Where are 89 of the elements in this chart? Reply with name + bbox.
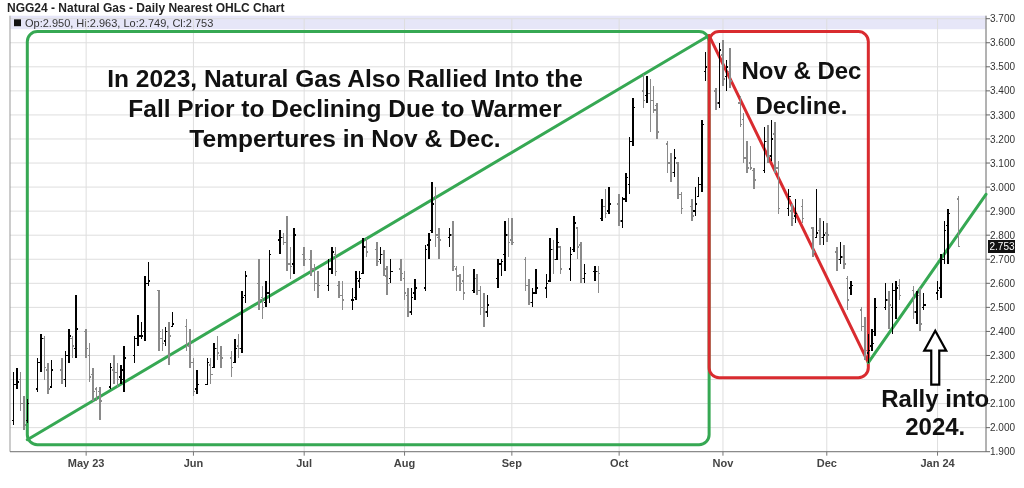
- candlestick: [689, 198, 695, 222]
- candlestick: [765, 123, 771, 164]
- candlestick: [789, 203, 795, 227]
- candlestick: [267, 248, 273, 304]
- candlestick: [121, 345, 127, 393]
- candlestick: [509, 217, 515, 246]
- annotation: 2.753: [989, 241, 1015, 253]
- candlestick: [166, 321, 172, 366]
- candlestick: [204, 357, 210, 386]
- y-tick-label: 2.800: [990, 229, 1016, 241]
- y-tick-label: 2.300: [990, 350, 1016, 362]
- y-tick-label: 3.200: [990, 133, 1016, 145]
- y-tick-label: 2.500: [990, 301, 1016, 313]
- x-tick-label: Jul: [296, 456, 313, 469]
- y-tick-label: 3.600: [990, 37, 1016, 49]
- x-tick-label: Sep: [501, 456, 523, 469]
- candlestick: [429, 181, 435, 234]
- y-tick-label: 2.000: [990, 422, 1016, 434]
- candlestick: [893, 280, 899, 321]
- x-tick-label: Oct: [609, 456, 629, 469]
- candlestick: [557, 246, 563, 275]
- x-tick-label: Nov: [712, 456, 735, 469]
- y-tick-label: 2.600: [990, 277, 1016, 289]
- candlestick: [720, 39, 726, 87]
- chart-subtitle: Op:2.950, Hi:2.963, Lo:2.749, Cl:2.753: [25, 16, 214, 29]
- candlestick: [606, 186, 612, 215]
- candlestick: [848, 280, 854, 297]
- y-tick-label: 3.400: [990, 85, 1016, 97]
- candlestick: [910, 284, 916, 321]
- y-tick-label: 1.900: [990, 446, 1016, 458]
- x-tick-label: Jan 24: [920, 456, 956, 469]
- candlestick: [291, 227, 297, 275]
- y-tick-label: 3.500: [990, 61, 1016, 73]
- candlestick: [890, 282, 896, 335]
- candlestick: [132, 335, 138, 364]
- y-tick-label: 2.200: [990, 374, 1016, 386]
- x-tick-label: Jun: [183, 456, 204, 469]
- candlestick: [824, 222, 830, 244]
- x-tick-label: Aug: [393, 456, 416, 469]
- y-tick-label: 3.700: [990, 13, 1016, 25]
- y-tick-label: 2.700: [990, 253, 1016, 265]
- candlestick: [301, 246, 307, 268]
- annotation: In 2023, Natural Gas Also Rallied Into the Fall Prior to Declining Due to Warmer Tempertures in Nov & Dec.: [107, 64, 583, 152]
- candlestick: [332, 246, 338, 277]
- annotation: Rally into 2024.: [881, 384, 990, 440]
- candlestick: [24, 398, 30, 424]
- candlestick: [692, 186, 698, 217]
- candlestick: [211, 342, 217, 369]
- y-tick-label: 2.100: [990, 398, 1016, 410]
- candlestick: [845, 275, 851, 311]
- candlestick: [945, 207, 951, 265]
- candlestick: [886, 289, 892, 330]
- candlestick: [914, 289, 920, 325]
- y-tick-label: 2.900: [990, 205, 1016, 217]
- y-tick-label: 2.400: [990, 326, 1016, 338]
- candlestick: [841, 244, 847, 270]
- candlestick: [699, 118, 705, 193]
- candlestick: [256, 258, 262, 311]
- candlestick: [73, 294, 79, 359]
- candlestick: [312, 263, 318, 292]
- x-tick-label: Dec: [816, 456, 837, 469]
- y-tick-label: 3.000: [990, 181, 1016, 193]
- candlestick: [48, 359, 55, 388]
- candlestick: [665, 140, 671, 174]
- candlestick: [59, 357, 65, 386]
- candlestick: [761, 126, 768, 174]
- candlestick: [671, 147, 678, 179]
- candlestick: [599, 198, 605, 222]
- candlestick: [107, 361, 113, 390]
- y-tick-label: 3.300: [990, 109, 1016, 121]
- candlestick: [834, 246, 840, 273]
- chart-title: NGG24 - Natural Gas - Daily Nearest OHLC Chart: [7, 1, 285, 15]
- candlestick: [554, 227, 560, 261]
- candlestick: [713, 87, 719, 111]
- candlestick: [502, 220, 508, 273]
- candlestick: [111, 354, 117, 386]
- candlestick: [810, 227, 816, 258]
- candlestick: [654, 102, 660, 140]
- candlestick: [727, 46, 733, 90]
- candlestick: [194, 369, 200, 395]
- candlestick: [156, 289, 162, 352]
- candlestick: [471, 268, 477, 294]
- annotation: Nov & Dec Decline.: [741, 56, 862, 119]
- candlestick: [10, 371, 17, 426]
- x-tick-label: May 23: [67, 456, 105, 469]
- candlestick: [232, 337, 238, 364]
- y-tick-label: 3.100: [990, 157, 1016, 169]
- candlestick: [616, 193, 622, 227]
- candlestick: [481, 292, 487, 328]
